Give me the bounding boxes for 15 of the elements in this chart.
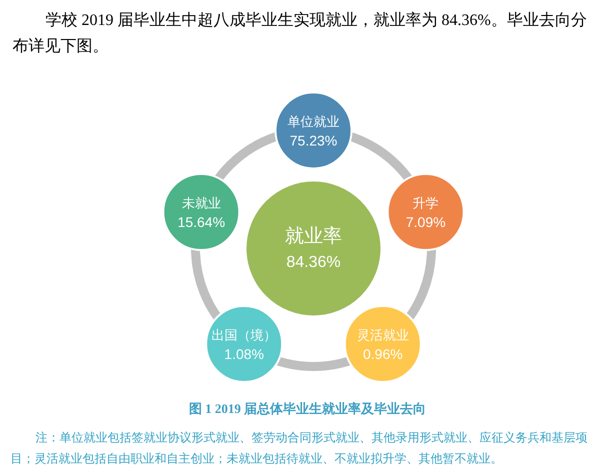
category-label: 升学: [412, 196, 439, 211]
data-label: 7.09%: [406, 214, 446, 230]
text: 注：单位就业包括签就业协议形式就业、签劳动合同形式就业、其他录用形式就业、应征义务兵和基层项目；灵活就业包括自由职业和自主创业；未就业包括待就业、不就业拟升学、其他暂不就业。: [10, 430, 588, 466]
category-label: 单位就业: [288, 114, 340, 129]
category-label: 出国（境）: [212, 327, 277, 342]
data-label: 1.08%: [224, 346, 264, 362]
category-label: 灵活就业: [356, 327, 409, 342]
data-label: 84.36%: [286, 254, 341, 271]
category-label: 未就业: [182, 196, 221, 211]
text: 图 1 2019 届总体毕业生就业率及毕业去向: [188, 401, 426, 416]
category-label: 就业率: [285, 225, 342, 247]
data-label: 75.23%: [290, 132, 338, 148]
data-label: 15.64%: [178, 214, 226, 230]
data-label: 0.96%: [363, 346, 403, 362]
text: 学校 2019 届毕业生中超八成毕业生实现就业，就业率为 84.36%。毕业去向分布详见下图。: [12, 11, 587, 55]
